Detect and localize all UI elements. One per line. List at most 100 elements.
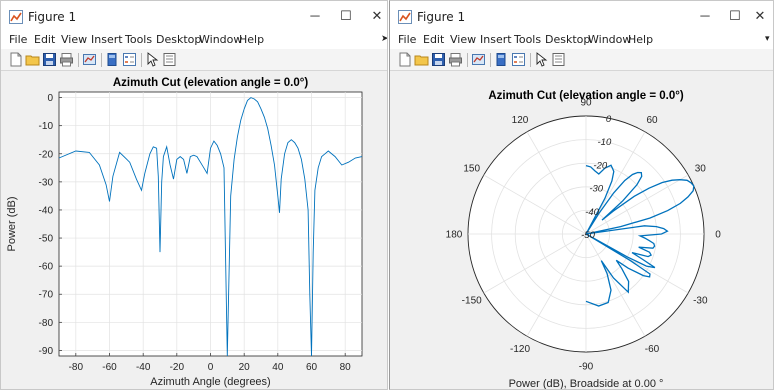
menu-desktop[interactable]: Desktop <box>545 33 591 46</box>
link-plot-icon[interactable] <box>471 52 486 67</box>
x-tick-label: -20 <box>170 362 185 373</box>
insert-colorbar-icon[interactable] <box>494 52 509 67</box>
menu-help[interactable]: Help <box>239 33 265 46</box>
chart-title: Azimuth Cut (elevation angle = 0.0°) <box>113 77 309 89</box>
figure-canvas: 0 30 60 90 120 150 180 -150 -120 -90 -60 -30 0 -10 -20… <box>390 72 773 389</box>
angle-tick-label: 30 <box>695 164 707 175</box>
angle-tick-label: 0 <box>715 230 721 241</box>
angle-tick-label: -60 <box>645 344 660 355</box>
edit-plot-icon[interactable] <box>534 52 549 67</box>
menu-file[interactable]: File <box>398 33 417 46</box>
angle-tick-label: -120 <box>510 344 530 355</box>
radial-tick-label: 0 <box>606 114 612 125</box>
figure-window-right: Figure 1 ─ ☐ ✕ File Edit View Insert Too… <box>389 0 774 390</box>
y-tick-label: -60 <box>39 262 54 273</box>
print-icon[interactable] <box>448 52 463 67</box>
print-icon[interactable] <box>59 52 74 67</box>
menu-edit[interactable]: Edit <box>34 33 56 46</box>
property-inspector-icon[interactable] <box>162 52 177 67</box>
grid <box>59 92 362 356</box>
edit-plot-icon[interactable] <box>145 52 160 67</box>
y-tick-label: 0 <box>47 93 53 104</box>
menu-overflow-icon[interactable]: ▾ <box>765 33 770 43</box>
menu-tools[interactable]: Tools <box>514 33 542 46</box>
x-tick-label: 0 <box>208 362 214 373</box>
maximize-button[interactable]: ☐ <box>340 8 352 23</box>
menu-window[interactable]: Window <box>199 33 243 46</box>
angle-gridline <box>526 131 587 235</box>
menu-overflow-icon[interactable]: ➤ <box>381 33 388 43</box>
menu-bar: File Edit View Insert Tools Desktop Wind… <box>1 31 387 49</box>
azimuth-cut-polar-chart[interactable]: 0 30 60 90 120 150 180 -150 -120 -90 -60 -30 0 -10 -20… <box>390 72 774 390</box>
angle-gridline <box>483 174 587 235</box>
y-axis-label: Power (dB) <box>6 196 18 251</box>
x-tick-label: 60 <box>306 362 318 373</box>
toolbar <box>390 49 773 71</box>
x-tick-label: 20 <box>239 362 251 373</box>
y-tick-label: -50 <box>39 234 54 245</box>
menu-desktop[interactable]: Desktop <box>156 33 202 46</box>
angle-gridline <box>585 174 689 235</box>
y-tick-label: -20 <box>39 149 54 160</box>
y-tick-label: -40 <box>39 205 54 216</box>
radial-tick-label: -50 <box>581 230 595 241</box>
x-tick-label: -80 <box>69 362 84 373</box>
menu-view[interactable]: View <box>61 33 88 46</box>
menu-edit[interactable]: Edit <box>423 33 445 46</box>
power-series-line <box>58 97 363 357</box>
close-button[interactable]: ✕ <box>754 8 766 23</box>
menu-help[interactable]: Help <box>628 33 654 46</box>
angle-tick-label: 180 <box>446 230 463 241</box>
new-figure-icon[interactable] <box>8 52 23 67</box>
x-axis-label: Power (dB), Broadside at 0.00 ° <box>509 378 664 390</box>
minimize-button[interactable]: ─ <box>310 8 320 23</box>
open-file-icon[interactable] <box>414 52 429 67</box>
angle-gridline <box>526 233 587 337</box>
menu-insert[interactable]: Insert <box>480 33 512 46</box>
angle-tick-label: 90 <box>580 98 592 109</box>
insert-legend-icon[interactable] <box>511 52 526 67</box>
azimuth-cut-chart[interactable]: -80 -60 -40 -20 0 20 40 60 80 0 -10 -20 -30 -40 -50 -60… <box>1 72 388 390</box>
title-bar[interactable]: Figure 1 ─ ☐ ✕ <box>1 1 387 31</box>
property-inspector-icon[interactable] <box>551 52 566 67</box>
menu-tools[interactable]: Tools <box>125 33 153 46</box>
window-title: Figure 1 <box>417 10 466 24</box>
angle-tick-label: -150 <box>462 296 482 307</box>
radial-tick-label: -30 <box>589 184 603 195</box>
radial-tick-label: -20 <box>593 160 607 171</box>
window-title: Figure 1 <box>28 10 77 24</box>
x-tick-label: 80 <box>340 362 352 373</box>
matlab-figure-icon <box>9 10 23 24</box>
y-tick-label: -80 <box>39 318 54 329</box>
maximize-button[interactable]: ☐ <box>729 8 741 23</box>
x-tick-label: -60 <box>102 362 117 373</box>
figure-window-left: Figure 1 ─ ☐ ✕ File Edit View Insert Too… <box>0 0 388 390</box>
menu-insert[interactable]: Insert <box>91 33 123 46</box>
open-file-icon[interactable] <box>25 52 40 67</box>
insert-legend-icon[interactable] <box>122 52 137 67</box>
chart-title: Azimuth Cut (elevation angle = 0.0°) <box>488 90 684 102</box>
save-icon[interactable] <box>42 52 57 67</box>
matlab-figure-icon <box>398 10 412 24</box>
menu-bar: File Edit View Insert Tools Desktop Wind… <box>390 31 773 49</box>
menu-file[interactable]: File <box>9 33 28 46</box>
radial-tick-label: -10 <box>598 137 612 148</box>
menu-view[interactable]: View <box>450 33 477 46</box>
menu-window[interactable]: Window <box>588 33 632 46</box>
close-button[interactable]: ✕ <box>371 8 383 23</box>
angle-tick-label: -30 <box>693 296 708 307</box>
title-bar[interactable]: Figure 1 ─ ☐ ✕ <box>390 1 773 31</box>
figure-canvas: -80 -60 -40 -20 0 20 40 60 80 0 -10 -20 -30 -40 -50 -60… <box>1 72 387 389</box>
angle-tick-label: -90 <box>579 362 594 373</box>
power-series-line <box>585 164 695 307</box>
tick-labels: -80 -60 -40 -20 0 20 40 60 80 0 -10 -20 -30 -40 -50 -60… <box>39 93 352 373</box>
minimize-button[interactable]: ─ <box>700 8 710 23</box>
new-figure-icon[interactable] <box>397 52 412 67</box>
x-tick-label: -40 <box>136 362 151 373</box>
insert-colorbar-icon[interactable] <box>105 52 120 67</box>
save-icon[interactable] <box>431 52 446 67</box>
link-plot-icon[interactable] <box>82 52 97 67</box>
angle-gridline <box>585 233 646 337</box>
angle-tick-label: 60 <box>646 115 658 126</box>
radial-tick-label: -40 <box>585 207 599 218</box>
